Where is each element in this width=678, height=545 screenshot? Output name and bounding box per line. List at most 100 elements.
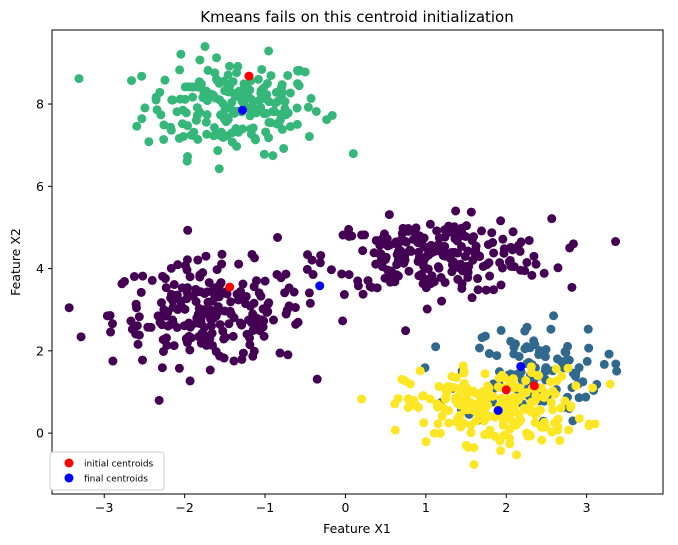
data-point bbox=[311, 106, 321, 116]
data-point bbox=[220, 104, 230, 114]
data-point bbox=[120, 276, 130, 286]
data-point bbox=[550, 389, 560, 399]
x-tick-label: −1 bbox=[256, 500, 274, 515]
data-point bbox=[220, 306, 230, 316]
data-point bbox=[200, 41, 210, 51]
data-point bbox=[522, 257, 532, 267]
data-point bbox=[466, 420, 476, 430]
data-point bbox=[566, 402, 576, 412]
data-point bbox=[337, 269, 347, 279]
data-point bbox=[136, 287, 146, 297]
data-point bbox=[237, 96, 247, 106]
data-point bbox=[584, 421, 594, 431]
data-point bbox=[195, 55, 205, 65]
data-point bbox=[106, 327, 116, 337]
data-point bbox=[214, 292, 224, 302]
y-tick-label: 8 bbox=[36, 97, 44, 112]
data-point bbox=[166, 263, 176, 273]
data-point bbox=[496, 280, 506, 290]
data-point bbox=[202, 110, 212, 120]
data-point bbox=[152, 105, 162, 115]
data-point bbox=[268, 151, 278, 161]
data-point bbox=[285, 122, 295, 132]
data-point bbox=[425, 394, 435, 404]
data-point bbox=[194, 77, 204, 87]
data-point bbox=[375, 258, 385, 268]
data-point bbox=[303, 250, 313, 260]
data-point bbox=[480, 430, 490, 440]
data-point bbox=[431, 342, 441, 352]
data-point bbox=[285, 88, 295, 98]
final-centroid-point bbox=[493, 405, 503, 415]
data-point bbox=[458, 361, 468, 371]
data-point bbox=[224, 319, 234, 329]
data-point bbox=[326, 265, 336, 275]
data-point bbox=[258, 304, 268, 314]
data-point bbox=[466, 207, 476, 217]
data-point bbox=[540, 367, 550, 377]
data-point bbox=[140, 103, 150, 113]
data-point bbox=[432, 226, 442, 236]
data-point bbox=[131, 299, 141, 309]
data-point bbox=[411, 228, 421, 238]
data-point bbox=[416, 269, 426, 279]
data-point bbox=[348, 149, 358, 159]
data-point bbox=[250, 133, 260, 143]
data-point bbox=[248, 123, 258, 133]
chart-title: Kmeans fails on this centroid initializa… bbox=[200, 8, 514, 26]
data-point bbox=[358, 289, 368, 299]
data-point bbox=[138, 355, 148, 365]
data-point bbox=[215, 320, 225, 330]
data-point bbox=[505, 255, 515, 265]
data-point bbox=[251, 276, 261, 286]
data-point bbox=[250, 253, 260, 263]
data-point bbox=[515, 383, 525, 393]
data-point bbox=[571, 371, 581, 381]
data-point bbox=[231, 124, 241, 134]
data-point bbox=[245, 301, 255, 311]
data-point bbox=[160, 75, 170, 85]
final-centroid-point bbox=[238, 105, 248, 115]
data-point bbox=[507, 403, 517, 413]
data-point bbox=[499, 373, 509, 383]
data-point bbox=[127, 324, 137, 334]
data-point bbox=[574, 363, 584, 373]
data-point bbox=[413, 402, 423, 412]
data-point bbox=[418, 391, 428, 401]
data-point bbox=[487, 228, 497, 238]
data-point bbox=[612, 366, 622, 376]
data-point bbox=[200, 337, 210, 347]
legend: initial centroids final centroids bbox=[49, 451, 165, 491]
data-point bbox=[567, 282, 577, 292]
data-point bbox=[290, 303, 300, 313]
data-point bbox=[217, 259, 227, 269]
data-point bbox=[204, 278, 214, 288]
data-point bbox=[223, 115, 233, 125]
data-point bbox=[107, 319, 117, 329]
legend-box bbox=[49, 451, 165, 491]
data-point bbox=[316, 250, 326, 260]
data-point bbox=[187, 130, 197, 140]
x-tick-label: 3 bbox=[583, 500, 591, 515]
x-tick-label: 0 bbox=[341, 500, 349, 515]
data-point bbox=[456, 422, 466, 432]
data-point bbox=[556, 403, 566, 413]
data-point bbox=[199, 306, 209, 316]
data-point bbox=[599, 359, 609, 369]
legend-marker-final bbox=[64, 473, 74, 483]
data-point bbox=[182, 156, 192, 166]
data-point bbox=[304, 288, 314, 298]
data-point bbox=[547, 427, 557, 437]
data-point bbox=[192, 103, 202, 113]
data-point bbox=[553, 414, 563, 424]
data-point bbox=[315, 258, 325, 268]
data-point bbox=[390, 399, 400, 409]
data-point bbox=[541, 345, 551, 355]
data-point bbox=[496, 446, 506, 456]
data-point bbox=[159, 134, 169, 144]
data-point bbox=[166, 125, 176, 135]
data-point bbox=[168, 95, 178, 105]
data-point bbox=[201, 117, 211, 127]
data-point bbox=[238, 279, 248, 289]
data-point bbox=[207, 328, 217, 338]
